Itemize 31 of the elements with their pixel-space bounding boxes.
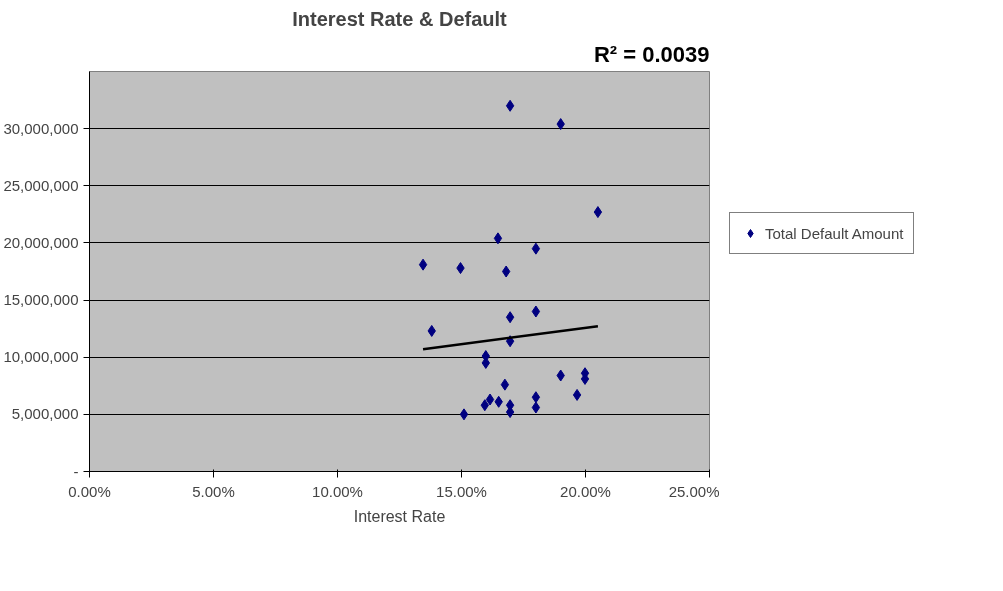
- point: [501, 265, 511, 278]
- point: [572, 388, 582, 401]
- point: [459, 408, 469, 421]
- x-axis-title: Interest Rate: [353, 507, 446, 525]
- text: R² = 0.0039: [593, 41, 710, 67]
- x-tick-label: 10.00%: [312, 482, 363, 500]
- y-tick-label: 25,000,000: [3, 176, 79, 194]
- y-tick-label: -: [73, 462, 79, 480]
- point: [418, 258, 428, 271]
- point: [593, 206, 603, 219]
- y-tick-label: 20,000,000: [3, 233, 79, 251]
- point: [531, 401, 541, 414]
- point: [500, 378, 510, 391]
- point: [485, 393, 495, 406]
- point: [531, 305, 541, 318]
- y-tick-label: 15,000,000: [3, 291, 79, 309]
- x-tick-label: 5.00%: [192, 482, 235, 500]
- chart-title: Interest Rate & Default: [292, 7, 508, 30]
- x-tick-label: 0.00%: [68, 482, 111, 500]
- point: [505, 99, 515, 112]
- x-tick-label: 15.00%: [436, 482, 487, 500]
- point: [505, 311, 515, 324]
- legend-label: Total Default Amount: [765, 224, 904, 242]
- point: [531, 242, 541, 255]
- y-tick-label: 5,000,000: [11, 405, 79, 423]
- y-tick-label: 10,000,000: [3, 348, 79, 366]
- point: [493, 232, 503, 245]
- point: [531, 391, 541, 404]
- x-tick-label: 25.00%: [668, 482, 720, 500]
- y-tick-label: 30,000,000: [3, 119, 79, 137]
- x-tick-label: 20.00%: [560, 482, 611, 500]
